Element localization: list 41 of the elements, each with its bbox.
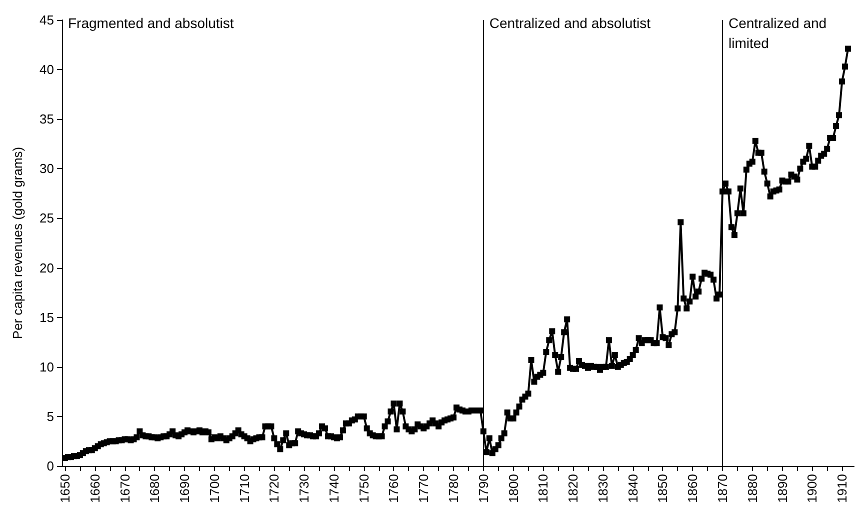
x-tick-label: 1750 bbox=[356, 474, 372, 503]
annotation: Centralized and limited bbox=[728, 15, 830, 51]
x-tick-label: 1890 bbox=[774, 474, 790, 503]
y-axis-title: Per capita revenues (gold grams) bbox=[10, 146, 25, 340]
y-tick-label: 40 bbox=[40, 62, 54, 78]
y-tick-label: 15 bbox=[40, 310, 54, 325]
x-tick-label: 1870 bbox=[715, 474, 730, 503]
y-tick-label: 25 bbox=[40, 210, 54, 226]
x-tick-label: 1790 bbox=[476, 474, 491, 503]
y-tick-label: 5 bbox=[46, 408, 54, 424]
x-tick-label: 1710 bbox=[236, 474, 252, 503]
annotation: Centralized and absolutist bbox=[489, 15, 651, 31]
y-tick-label: 35 bbox=[40, 112, 54, 127]
x-tick-label: 1740 bbox=[326, 474, 342, 503]
x-tick-label: 1780 bbox=[446, 474, 462, 503]
x-tick-label: 1800 bbox=[506, 474, 521, 503]
x-tick-label: 1820 bbox=[566, 474, 581, 503]
annotation: Fragmented and absolutist bbox=[68, 15, 234, 31]
y-tick-label: 45 bbox=[40, 12, 54, 28]
x-tick-label: 1720 bbox=[266, 474, 282, 503]
x-tick-label: 1650 bbox=[57, 474, 72, 503]
x-tick-label: 1840 bbox=[625, 474, 640, 503]
y-tick-label: 20 bbox=[40, 260, 54, 276]
x-tick-label: 1810 bbox=[536, 474, 551, 503]
x-tick-label: 1690 bbox=[177, 474, 192, 503]
x-tick-label: 1680 bbox=[147, 474, 162, 503]
x-tick-label: 1910 bbox=[834, 474, 850, 503]
x-tick-label: 1670 bbox=[117, 474, 132, 503]
x-tick-label: 1900 bbox=[804, 474, 820, 503]
y-tick-label: 30 bbox=[40, 161, 54, 176]
x-tick-label: 1850 bbox=[655, 474, 670, 503]
y-tick-label: 0 bbox=[46, 458, 54, 474]
x-tick-label: 1860 bbox=[685, 474, 700, 503]
x-tick-label: 1700 bbox=[206, 474, 222, 503]
x-tick-label: 1660 bbox=[87, 474, 102, 503]
x-tick-label: 1730 bbox=[296, 474, 312, 503]
x-tick-label: 1770 bbox=[416, 474, 432, 503]
x-tick-label: 1830 bbox=[595, 474, 610, 503]
y-tick-label: 10 bbox=[40, 359, 54, 374]
x-tick-label: 1760 bbox=[386, 474, 402, 503]
x-tick-label: 1880 bbox=[744, 474, 760, 503]
